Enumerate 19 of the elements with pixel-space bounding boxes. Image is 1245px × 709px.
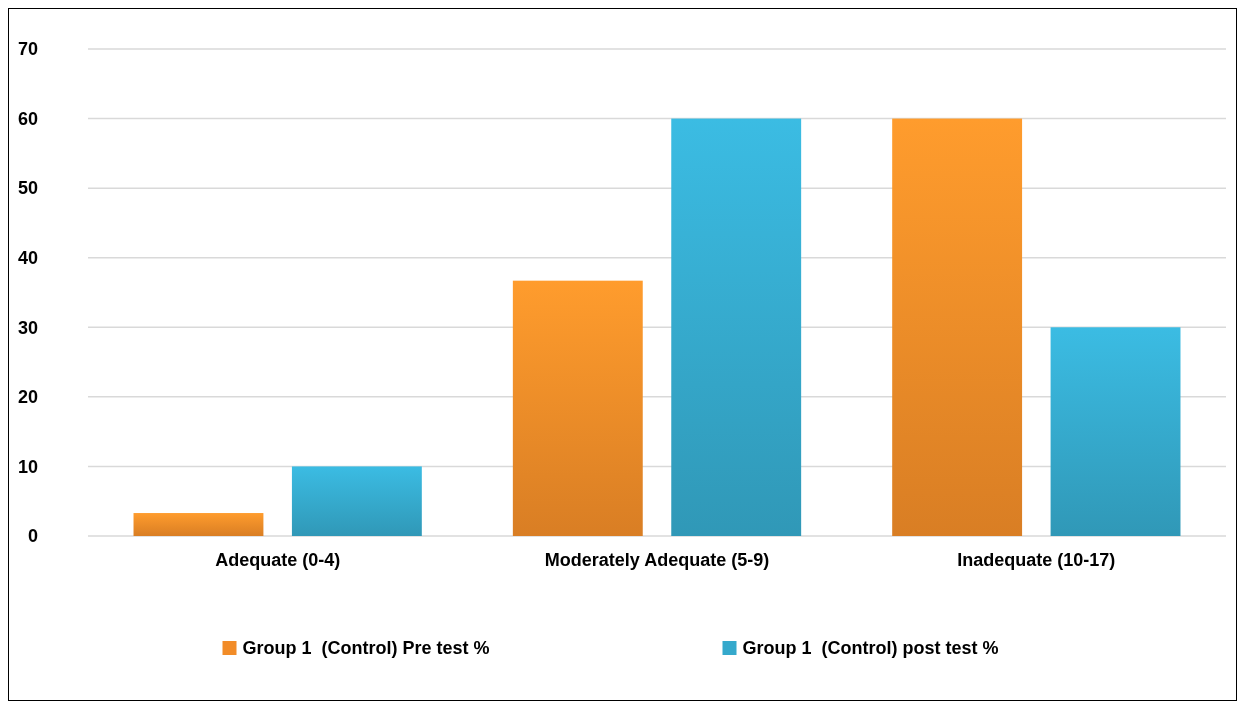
y-tick-label: 70: [17, 39, 38, 60]
x-tick-label: Inadequate (10-17): [957, 550, 1116, 570]
bar: [291, 466, 422, 536]
bar: [512, 280, 643, 536]
y-tick-label: 50: [17, 178, 38, 199]
y-tick-label: 10: [17, 456, 38, 477]
x-tick-label: Adequate (0-4): [215, 550, 341, 570]
bar: [671, 118, 802, 536]
legend-label: Group 1 (Control) post test %: [742, 638, 999, 659]
y-tick-label: 40: [17, 248, 38, 269]
legend-label: Group 1 (Control) Pre test %: [242, 638, 490, 659]
bar: [133, 513, 264, 536]
y-tick-label: 20: [17, 387, 38, 408]
bar: [1050, 327, 1181, 536]
y-tick-label: 60: [17, 108, 38, 129]
bar: [892, 118, 1023, 536]
x-tick-label: Moderately Adequate (5-9): [544, 550, 770, 570]
y-tick-label: 30: [17, 317, 38, 338]
y-tick-label: 0: [27, 526, 38, 547]
